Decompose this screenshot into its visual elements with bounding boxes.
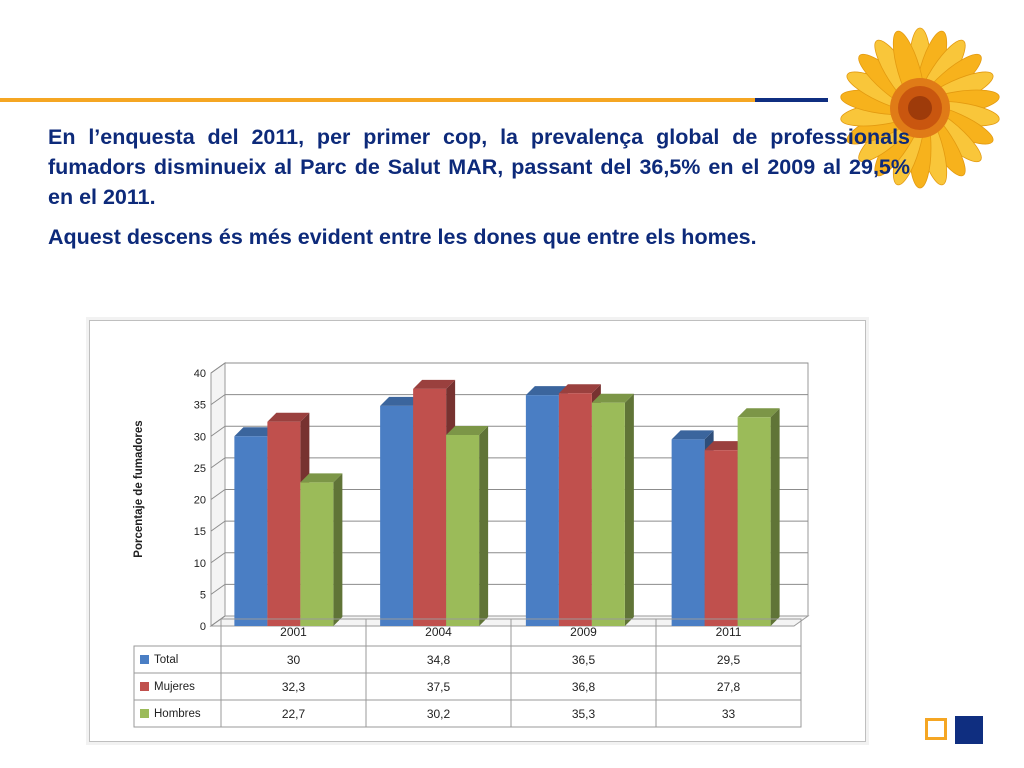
top-orange-rule	[0, 98, 760, 102]
bar-side-hombres-2004	[479, 425, 489, 626]
nav-square-outline[interactable]	[925, 718, 947, 740]
legend-swatch-total	[140, 655, 149, 664]
x-category-label: 2011	[716, 625, 742, 639]
bar-top-mujeres-2001	[267, 412, 310, 422]
gridline-side	[210, 425, 226, 437]
sunflower-icon	[840, 27, 1000, 189]
bar-side-hombres-2009	[624, 393, 634, 626]
gridline-side	[210, 583, 226, 595]
bar-top-total-2009	[525, 386, 568, 396]
y-tick-label: 40	[194, 368, 206, 380]
bar-total-2004	[380, 405, 414, 626]
table-body-box	[133, 645, 802, 728]
y-tick-label: 35	[194, 400, 206, 412]
x-category-label: 2004	[425, 625, 452, 639]
data-label: 36,8	[572, 680, 596, 694]
y-tick-label: 30	[194, 431, 206, 443]
data-label: 32,3	[282, 680, 306, 694]
legend-label-total: Total	[154, 654, 178, 666]
y-tick-label: 25	[194, 463, 206, 475]
bar-hombres-2009	[591, 402, 625, 626]
y-tick-label: 15	[194, 526, 206, 538]
bar-mujeres-2001	[267, 421, 301, 626]
bar-hombres-2001	[300, 482, 334, 626]
bar-top-mujeres-2011	[704, 441, 747, 451]
legend-label-mujeres: Mujeres	[154, 681, 195, 693]
bar-total-2011	[671, 439, 705, 626]
data-label: 36,5	[572, 653, 596, 667]
bar-hombres-2011	[737, 417, 771, 626]
bar-mujeres-2004	[413, 388, 447, 626]
gridline-side	[210, 362, 226, 374]
y-tick-label: 5	[200, 589, 206, 601]
bar-total-2009	[525, 395, 559, 626]
data-label: 30	[287, 653, 301, 667]
bar-top-hombres-2009	[591, 393, 634, 403]
bar-mujeres-2009	[558, 393, 592, 626]
gridline-side	[210, 615, 226, 627]
paragraph-prevalence: En l’enquesta del 2011, per primer cop, …	[48, 125, 910, 210]
bar-top-total-2004	[380, 396, 423, 406]
gridline-side	[210, 489, 226, 500]
data-label: 35,3	[572, 707, 596, 721]
bar-total-2001	[234, 436, 268, 626]
top-navy-accent	[755, 98, 828, 102]
bar-top-hombres-2011	[737, 408, 780, 418]
data-label: 27,8	[717, 680, 741, 694]
y-axis-title: Porcentaje de fumadores	[133, 420, 145, 557]
bar-top-total-2001	[234, 427, 277, 437]
chart-canvas: 0 5 10 15 20 25 30 35 40 Porcentaje de fumadores 2…	[133, 362, 810, 728]
bar-top-hombres-2004	[446, 425, 489, 435]
legend-swatch-hombres	[140, 709, 149, 718]
gridline-side	[210, 394, 226, 406]
y-tick-label: 0	[200, 621, 206, 633]
smokers-chart: 0 5 10 15 20 25 30 35 40 Porcentaje de fumadores 2…	[89, 320, 866, 742]
data-label: 37,5	[427, 680, 451, 694]
bar-top-total-2011	[671, 430, 714, 440]
gridline-side	[210, 520, 226, 532]
data-label: 34,8	[427, 653, 451, 667]
data-label: 30,2	[427, 707, 451, 721]
bar-top-mujeres-2004	[413, 379, 456, 389]
bar-hombres-2004	[446, 434, 480, 626]
data-label: 29,5	[717, 653, 741, 667]
bar-top-hombres-2001	[300, 473, 343, 483]
x-category-label: 2001	[280, 625, 307, 639]
x-category-label: 2009	[570, 625, 597, 639]
slide-text: En l’enquesta del 2011, per primer cop, …	[48, 122, 910, 262]
y-tick-label: 20	[194, 495, 206, 507]
data-label: 33	[722, 707, 736, 721]
bar-mujeres-2011	[704, 450, 738, 626]
bar-top-mujeres-2009	[558, 384, 601, 394]
legend-swatch-mujeres	[140, 682, 149, 691]
y-tick-label: 10	[194, 558, 206, 570]
gridline-side	[210, 552, 226, 564]
bar-side-hombres-2001	[333, 473, 343, 626]
legend-label-hombres: Hombres	[154, 708, 201, 720]
nav-square-filled[interactable]	[955, 716, 983, 744]
gridline-side	[210, 457, 226, 469]
data-label: 22,7	[282, 707, 306, 721]
bar-side-hombres-2011	[770, 408, 780, 626]
paragraph-gender-trend: Aquest descens és més evident entre les …	[48, 225, 757, 250]
